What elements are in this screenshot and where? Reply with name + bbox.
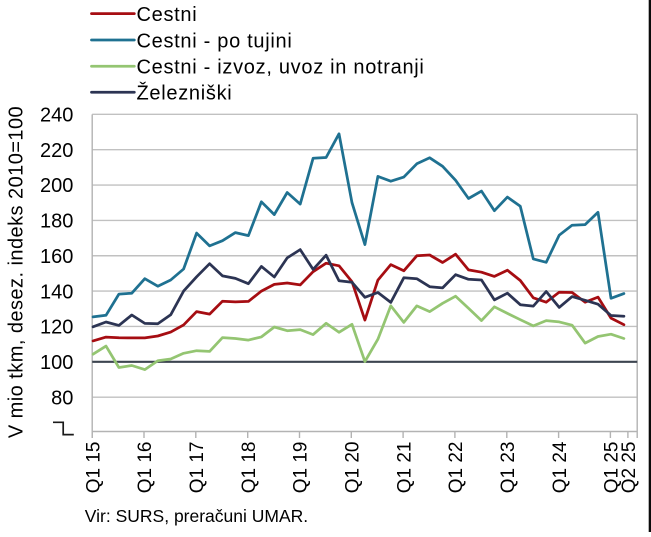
svg-text:Q1 16: Q1 16 [135,442,156,494]
svg-text:Q2 25: Q2 25 [619,442,640,494]
svg-text:220: 220 [40,140,73,162]
svg-text:180: 180 [40,211,73,233]
svg-text:Q1 19: Q1 19 [291,442,312,494]
svg-text:Q1 22: Q1 22 [446,441,467,493]
svg-text:Cestni: Cestni [137,4,198,26]
svg-text:240: 240 [40,105,73,127]
svg-text:Q1 20: Q1 20 [343,442,364,494]
svg-text:120: 120 [40,317,73,339]
svg-text:Q1 25: Q1 25 [602,442,623,494]
svg-text:100: 100 [40,352,73,374]
svg-text:160: 160 [40,246,73,268]
svg-text:Cestni - po tujini: Cestni - po tujini [137,30,293,52]
svg-text:Q1 24: Q1 24 [550,441,571,493]
svg-text:140: 140 [40,281,73,303]
svg-text:80: 80 [51,387,73,409]
svg-text:200: 200 [40,175,73,197]
svg-text:Q1 18: Q1 18 [239,442,260,494]
svg-text:Q1 15: Q1 15 [83,442,104,494]
svg-text:Q1 21: Q1 21 [394,442,415,494]
svg-text:Q1 17: Q1 17 [187,442,208,494]
svg-text:Q1 23: Q1 23 [498,442,519,494]
svg-text:Železniški: Železniški [137,82,233,105]
svg-text:V mio tkm, desez. indeks 2010=: V mio tkm, desez. indeks 2010=100 [5,106,27,438]
svg-text:Cestni - izvoz, uvoz in notran: Cestni - izvoz, uvoz in notranji [137,57,425,79]
svg-text:Vir: SURS, preračuni UMAR.: Vir: SURS, preračuni UMAR. [85,506,308,526]
